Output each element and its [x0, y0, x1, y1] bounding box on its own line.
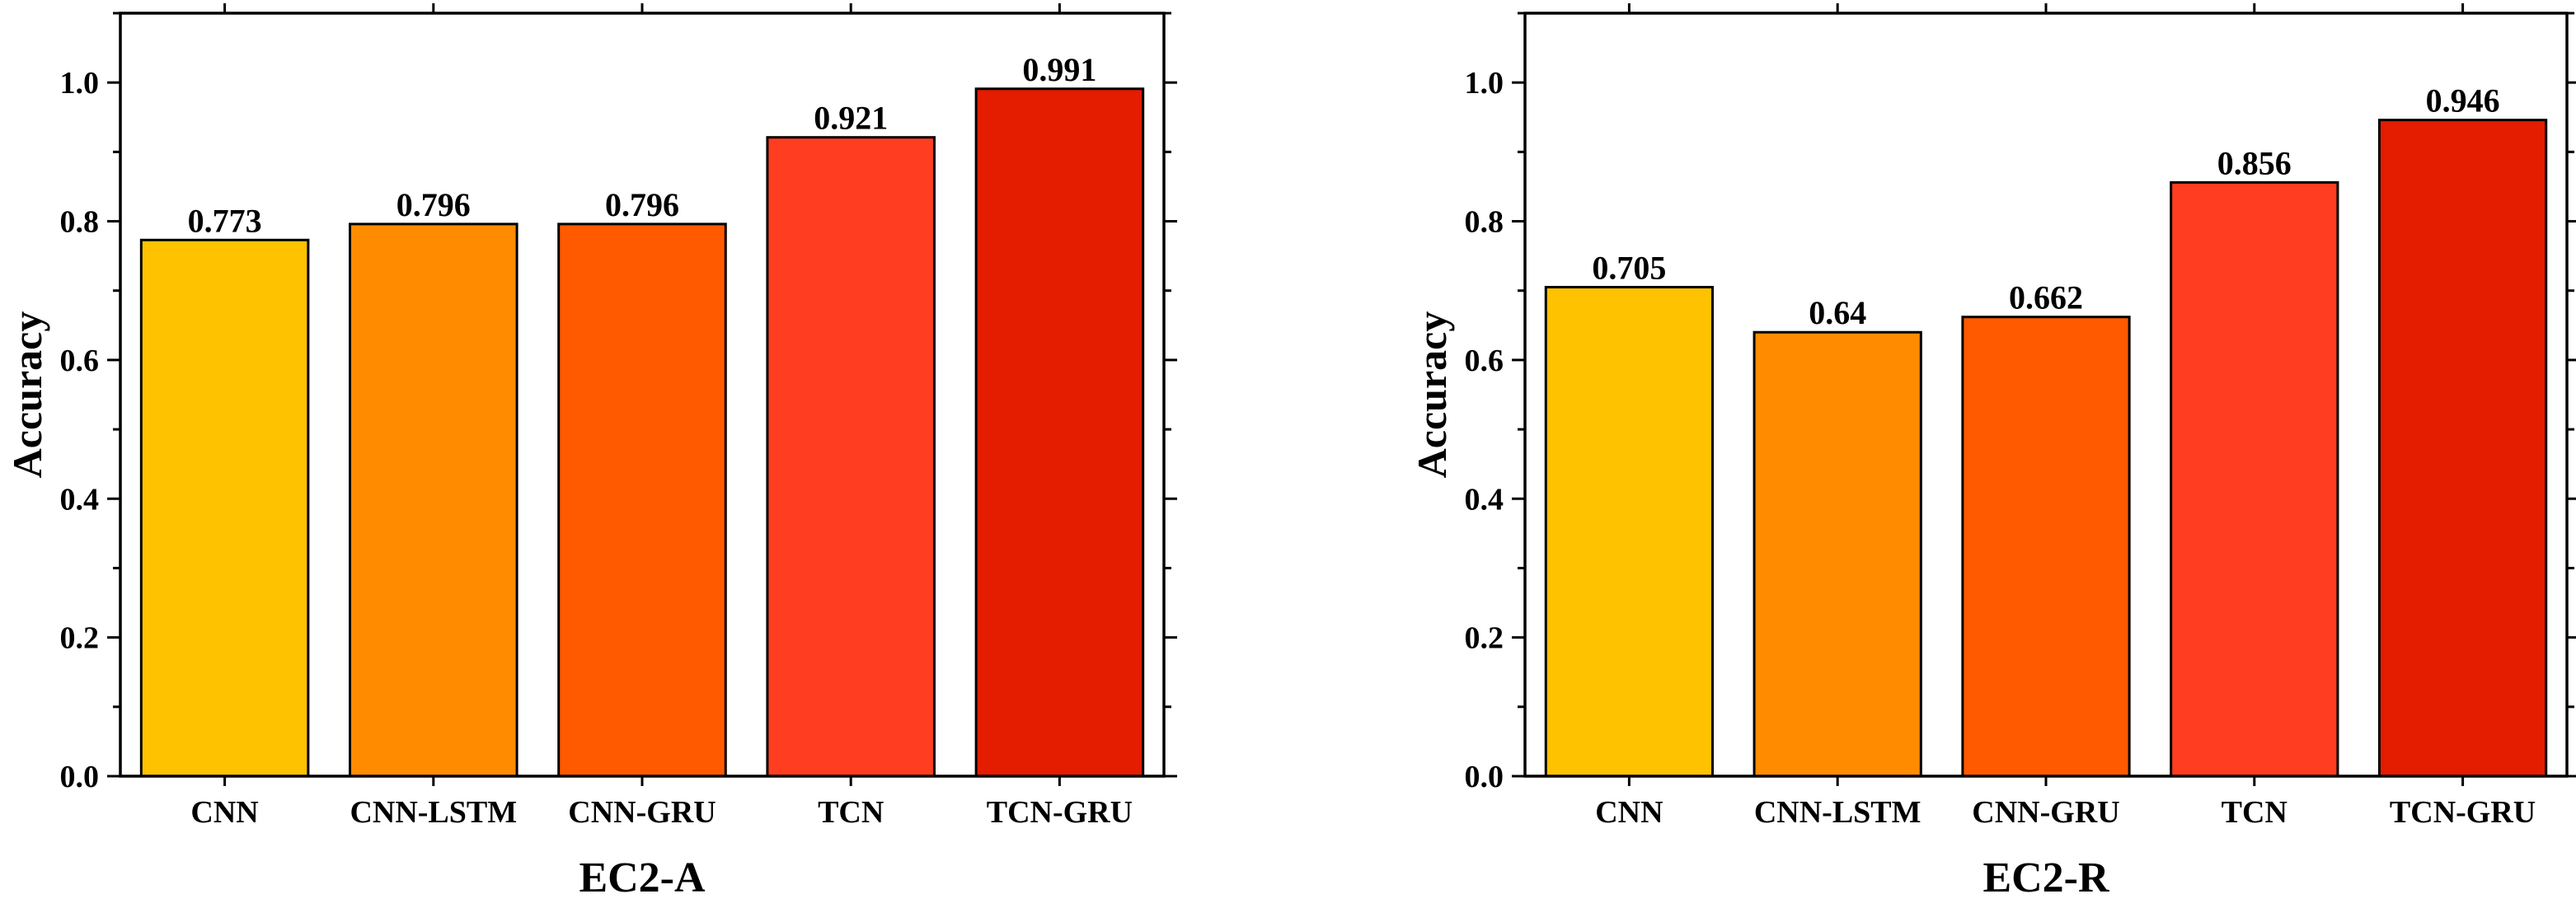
chart-panel-ec2-a: 0.773 CNN 0.796 CNN-LSTM 0.796 CNN-GRU 0.921 TC…: [4, 3, 1177, 901]
data-label-tcn-gru: 0.946: [2426, 82, 2500, 119]
y-tick-label: 1.0: [1465, 66, 1504, 101]
data-label-tcn: 0.921: [814, 100, 888, 137]
x-tick-label-cnn-gru: CNN-GRU: [1972, 795, 2119, 830]
x-axis-title: EC2-A: [579, 854, 706, 901]
y-tick-label: 0.6: [1465, 344, 1504, 378]
data-label-tcn-gru: 0.991: [1022, 51, 1096, 88]
x-tick-label-tcn: TCN: [818, 795, 884, 830]
data-label-cnn: 0.705: [1592, 250, 1666, 287]
y-tick-label: 0.0: [1465, 760, 1504, 794]
bar-cnn-gru: [1961, 316, 2131, 778]
bar-tcn: [2170, 180, 2339, 778]
x-tick-label-tcn-gru: TCN-GRU: [2390, 795, 2536, 830]
bar-tcn: [766, 136, 936, 778]
data-label-cnn-gru: 0.796: [605, 186, 679, 223]
x-tick-label-cnn-gru: CNN-GRU: [568, 795, 716, 830]
y-tick-label: 0.6: [60, 344, 100, 378]
x-tick-label-cnn: CNN: [1595, 795, 1663, 830]
bar-cnn-lstm: [349, 222, 518, 778]
y-tick-label: 0.8: [60, 205, 100, 240]
bar-tcn-gru: [2377, 119, 2548, 778]
data-label-cnn-gru: 0.662: [2009, 279, 2083, 316]
bar-tcn-gru: [974, 87, 1145, 778]
y-tick-label: 0.0: [60, 760, 100, 794]
x-tick-label-tcn: TCN: [2222, 795, 2287, 830]
y-axis-title: Accuracy: [4, 311, 50, 479]
y-tick-label: 0.2: [1465, 621, 1504, 656]
y-tick-label: 0.4: [60, 482, 100, 517]
x-axis-title: EC2-R: [1982, 854, 2110, 901]
y-tick-label: 1.0: [60, 66, 100, 101]
bar-cnn: [1544, 286, 1715, 778]
plot-frame: [1523, 12, 2569, 778]
x-tick-label-cnn-lstm: CNN-LSTM: [1754, 795, 1921, 830]
plot-frame: [119, 12, 1166, 778]
y-tick-label: 0.4: [1465, 482, 1504, 517]
x-tick-label-cnn-lstm: CNN-LSTM: [350, 795, 517, 830]
data-label-cnn-lstm: 0.64: [1809, 294, 1866, 331]
y-axis-title: Accuracy: [1409, 311, 1455, 479]
data-label-tcn: 0.856: [2217, 144, 2292, 181]
bar-cnn: [139, 238, 310, 778]
bar-cnn-gru: [557, 222, 727, 778]
data-label-cnn-lstm: 0.796: [396, 186, 471, 223]
y-tick-label: 0.2: [60, 621, 100, 656]
chart-panel-ec2-r: 0.705 CNN 0.64 CNN-LSTM 0.662 CNN-GRU 0.856 TCN…: [1409, 3, 2576, 901]
x-tick-label-tcn-gru: TCN-GRU: [987, 795, 1133, 830]
x-tick-label-cnn: CNN: [190, 795, 258, 830]
y-tick-label: 0.8: [1465, 205, 1504, 240]
data-label-cnn: 0.773: [188, 202, 262, 239]
bar-cnn-lstm: [1753, 330, 1922, 778]
